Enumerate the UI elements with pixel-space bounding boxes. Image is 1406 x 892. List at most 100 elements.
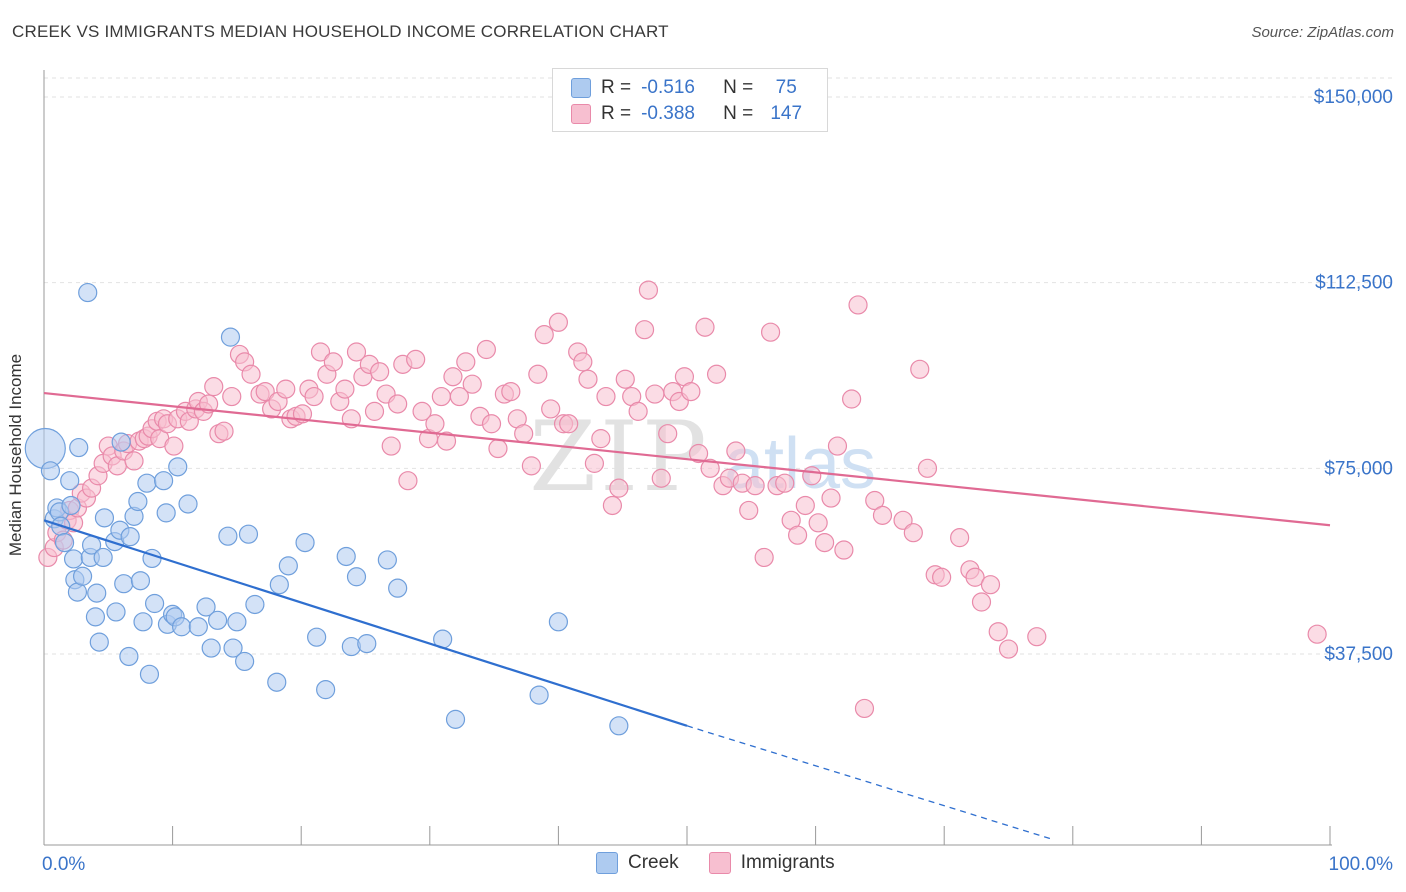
creek-point	[87, 583, 107, 603]
immigrants-point	[602, 495, 623, 516]
creek-point	[168, 457, 188, 477]
immigrants-points	[38, 280, 1327, 719]
creek-point	[336, 546, 356, 567]
immigrants-point	[398, 471, 418, 491]
immigrants-point	[436, 431, 457, 451]
immigrants-point	[370, 362, 390, 382]
y-axis-label: Median Household Income	[6, 353, 25, 557]
creek-point	[278, 556, 298, 576]
immigrants-point	[893, 510, 913, 530]
immigrants-point	[808, 513, 828, 533]
immigrants-point	[950, 528, 970, 548]
immigrants-point	[865, 490, 885, 511]
immigrants-point	[431, 386, 451, 407]
immigrants-point	[222, 386, 242, 407]
legend-r-label: R =	[601, 77, 632, 98]
creek-point	[111, 432, 131, 452]
immigrants-point	[548, 312, 569, 332]
source-credit: Source: ZipAtlas.com	[1251, 24, 1394, 41]
immigrants-point	[615, 369, 635, 389]
immigrants-point	[559, 414, 579, 434]
stats-legend: R = -0.516 N = 75 R = -0.388 N = 147	[552, 68, 828, 132]
creek-point	[196, 597, 216, 617]
immigrants-point	[364, 401, 385, 421]
immigrants-point	[521, 456, 541, 476]
creek-point	[24, 427, 66, 470]
immigrants-point	[310, 342, 331, 362]
y-tick-label: $75,000	[1324, 458, 1393, 479]
immigrants-point	[335, 379, 355, 399]
x-tick-label: 0.0%	[42, 854, 85, 875]
creek-point	[119, 646, 139, 667]
creek-point	[235, 651, 255, 672]
immigrants-point	[688, 443, 709, 464]
x-tick-labels: 0.0% 100.0%	[42, 854, 1393, 875]
y-tick-label: $37,500	[1324, 644, 1393, 665]
creek-point	[346, 567, 367, 587]
creek-point	[445, 709, 466, 729]
creek-point	[388, 578, 408, 598]
creek-point	[357, 634, 377, 654]
chart-title: CREEK VS IMMIGRANTS MEDIAN HOUSEHOLD INC…	[12, 22, 669, 41]
immigrants-point	[628, 401, 648, 421]
creek-point	[63, 549, 84, 569]
immigrants-point	[827, 436, 848, 456]
immigrants-point	[406, 349, 426, 370]
legend-item-creek: Creek	[596, 852, 679, 874]
creek-point	[218, 526, 238, 546]
legend-n-value: 75	[775, 77, 797, 98]
creek-point	[139, 664, 160, 684]
immigrants-point	[204, 377, 224, 397]
immigrants-point	[998, 639, 1019, 659]
legend-swatch-creek	[596, 852, 618, 874]
creek-point	[548, 612, 569, 632]
immigrants-point	[645, 384, 665, 404]
immigrants-point	[745, 476, 765, 496]
immigrants-point	[541, 399, 561, 419]
y-tick-label: $112,500	[1315, 273, 1393, 294]
legend-swatch-immigrants	[708, 852, 731, 874]
immigrants-point	[854, 698, 875, 719]
immigrants-point	[241, 364, 261, 384]
creek-point	[238, 524, 259, 544]
immigrants-point	[534, 325, 554, 345]
y-tick-labels: $37,500 $75,000 $112,500 $150,000	[1314, 87, 1393, 665]
creek-point	[609, 716, 629, 736]
immigrants-point	[528, 364, 548, 384]
immigrants-point	[980, 575, 1001, 595]
immigrants-point	[514, 424, 534, 444]
creek-point	[89, 632, 109, 652]
creek-point	[54, 532, 75, 553]
creek-point	[377, 550, 397, 570]
creek-point	[269, 575, 289, 595]
immigrants-point	[501, 381, 521, 402]
y-tick-label: $150,000	[1314, 87, 1393, 108]
immigrants-point	[584, 453, 605, 473]
immigrants-point	[323, 352, 343, 372]
creek-point	[208, 610, 228, 630]
immigrants-point	[802, 466, 822, 486]
creek-point	[69, 437, 89, 458]
trend-lines	[43, 391, 1331, 841]
immigrants-point	[381, 436, 401, 456]
creek-point	[60, 471, 80, 491]
immigrants-point	[634, 320, 655, 340]
immigrants-point	[787, 525, 808, 545]
immigrants-point	[578, 369, 598, 389]
creek-trend-line	[43, 519, 688, 727]
creek-point	[133, 612, 153, 632]
immigrants-point	[848, 295, 868, 315]
legend-r-value: -0.388	[641, 103, 695, 124]
immigrants-point	[965, 567, 985, 587]
legend-n-value: 147	[770, 103, 803, 124]
immigrants-point	[695, 317, 715, 337]
creek-point	[67, 582, 88, 602]
immigrants-point	[346, 342, 367, 362]
legend-item-immigrants: Immigrants	[708, 852, 835, 874]
creek-point	[316, 680, 336, 700]
immigrants-point	[932, 567, 952, 587]
creek-point	[114, 574, 134, 594]
creek-point	[267, 672, 287, 692]
immigrants-point	[842, 389, 862, 409]
